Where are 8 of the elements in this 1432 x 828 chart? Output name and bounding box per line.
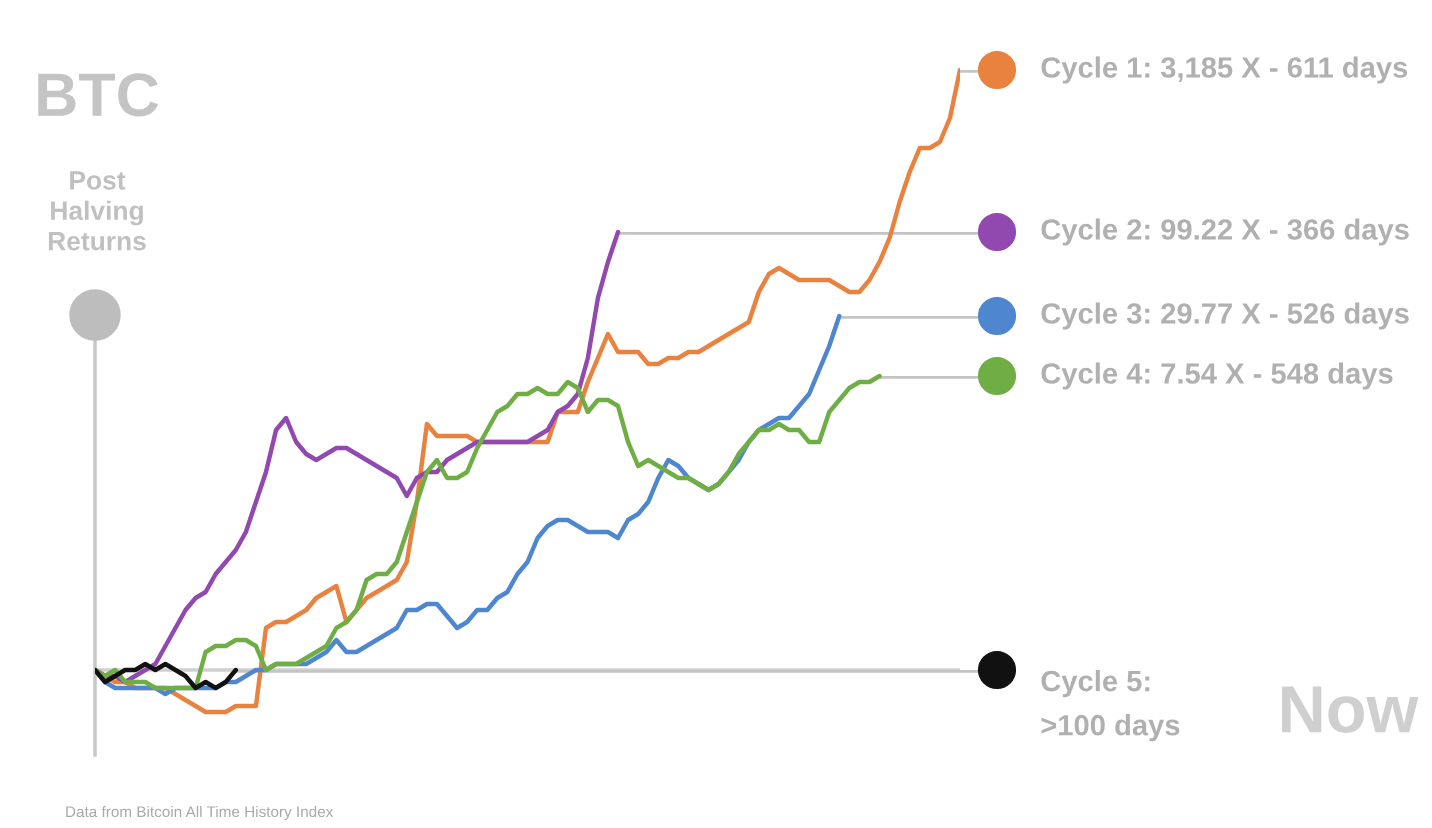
- text: Data from Bitcoin All Time History Index: [66, 805, 334, 821]
- legend-label: Cycle 4: 7.54 X - 548 days: [1041, 362, 1393, 390]
- text: Post Halving Returns: [48, 171, 146, 251]
- legend-label: Cycle 5: >100 days: [1041, 670, 1180, 742]
- legend-label: Cycle 1: 3,185 X - 611 days: [1041, 56, 1408, 84]
- chart-title: BTC: [38, 73, 159, 117]
- legend-label: Cycle 3: 29.77 X - 526 days: [1041, 302, 1409, 330]
- legend-label: Cycle 2: 99.22 X - 366 days: [1041, 218, 1409, 246]
